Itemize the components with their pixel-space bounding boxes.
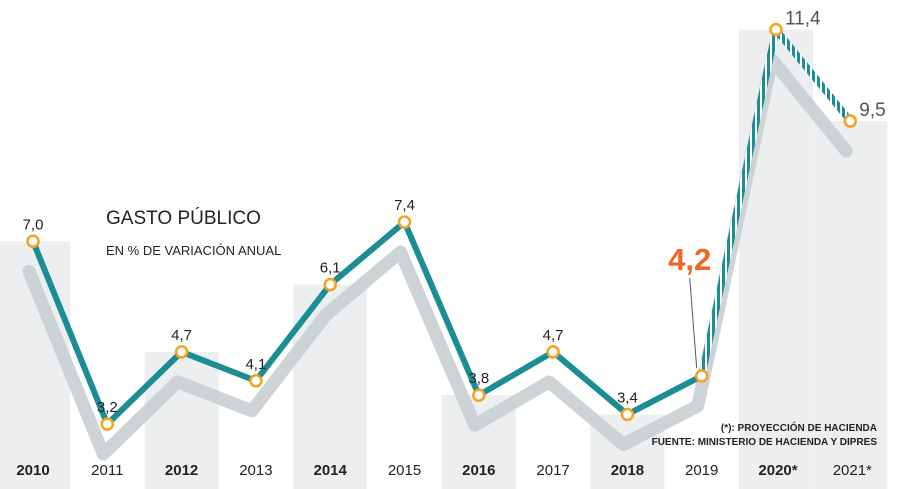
year-band-2021* bbox=[813, 121, 888, 489]
value-label-2018: 3,4 bbox=[617, 389, 638, 406]
data-point-2011 bbox=[100, 417, 115, 431]
data-point-2017 bbox=[546, 345, 560, 359]
x-tick-label-2013: 2013 bbox=[239, 462, 272, 479]
data-point-2012 bbox=[174, 345, 189, 359]
value-label-2013: 4,1 bbox=[245, 356, 266, 373]
series-line-actual bbox=[30, 219, 705, 428]
x-tick-label-2019: 2019 bbox=[685, 462, 718, 479]
x-tick-label-2015: 2015 bbox=[388, 462, 421, 479]
x-tick-label-2014: 2014 bbox=[314, 462, 348, 479]
x-tick-label-2018: 2018 bbox=[611, 462, 644, 479]
data-point-2020* bbox=[769, 22, 783, 37]
value-label-2011: 3,2 bbox=[97, 399, 118, 416]
data-point-2018 bbox=[620, 407, 635, 422]
data-point-2010 bbox=[26, 234, 40, 249]
chart-subtitle: EN % DE VARIACIÓN ANUAL bbox=[106, 243, 281, 258]
x-tick-label-2021*: 2021* bbox=[833, 462, 872, 479]
x-axis-labels: 2010 2011 2012 2013 2014 2015 2016 2017 2018 2019… bbox=[16, 462, 872, 479]
x-tick-label-2017: 2017 bbox=[536, 462, 569, 479]
data-point-2021* bbox=[843, 114, 858, 128]
x-tick-label-2016: 2016 bbox=[462, 462, 495, 479]
value-label-2014: 6,1 bbox=[320, 260, 341, 277]
value-labels: 7,0 3,2 4,7 4,1 6,1 7,4 3,8 4,7 3,4 4,2 11,4 9,5 bbox=[23, 9, 886, 416]
value-label-2016: 3,8 bbox=[468, 370, 489, 387]
x-tick-label-2010: 2010 bbox=[16, 462, 49, 479]
x-tick-label-2012: 2012 bbox=[165, 462, 198, 479]
projection-note: (*): PROYECCIÓN DE HACIENDA bbox=[721, 421, 877, 434]
value-label-2012: 4,7 bbox=[171, 327, 192, 344]
data-point-2013 bbox=[249, 374, 263, 388]
data-point-2016 bbox=[472, 388, 486, 402]
data-point-2015 bbox=[397, 215, 412, 229]
chart-title: GASTO PÚBLICO bbox=[106, 207, 261, 229]
highlight-leader-line bbox=[689, 277, 698, 369]
value-label-2017: 4,7 bbox=[543, 327, 564, 344]
source-note: FUENTE: MINISTERIO DE HACIENDA Y DIPRES bbox=[652, 437, 878, 448]
value-label-2019: 4,2 bbox=[668, 242, 711, 277]
data-point-2019 bbox=[694, 369, 709, 383]
value-label-2010: 7,0 bbox=[23, 216, 44, 233]
x-tick-label-2011: 2011 bbox=[91, 462, 123, 479]
value-label-2015: 7,4 bbox=[394, 197, 415, 214]
value-label-2021*: 9,5 bbox=[859, 100, 885, 121]
data-point-2014 bbox=[323, 277, 337, 292]
year-band-2020* bbox=[739, 29, 813, 489]
value-label-2020*: 11,4 bbox=[785, 9, 821, 30]
data-markers bbox=[26, 22, 858, 431]
x-tick-label-2020*: 2020* bbox=[758, 462, 797, 479]
